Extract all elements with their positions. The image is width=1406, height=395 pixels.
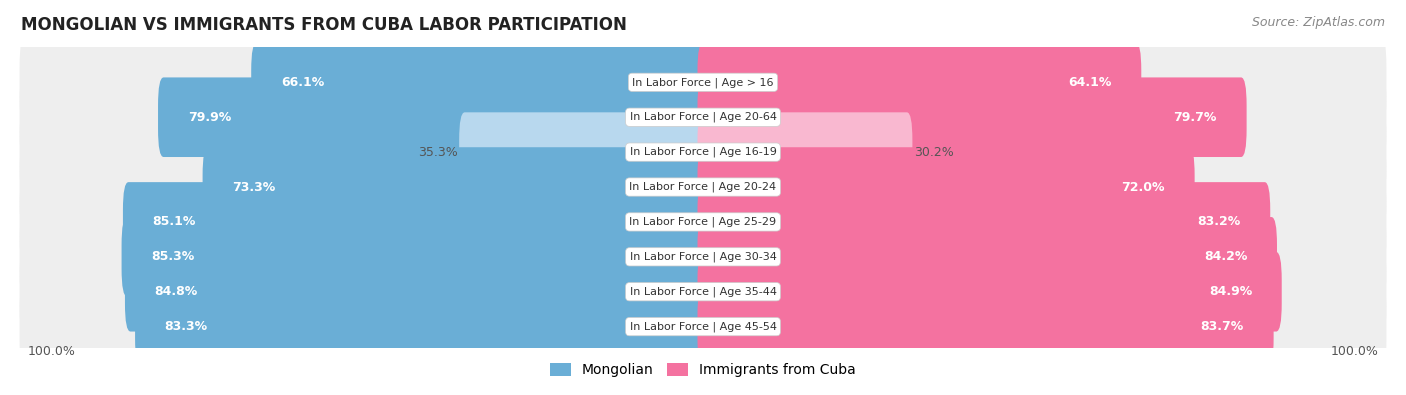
Text: 100.0%: 100.0% (1330, 345, 1378, 358)
Text: 64.1%: 64.1% (1069, 76, 1112, 89)
FancyBboxPatch shape (157, 77, 709, 157)
Text: 72.0%: 72.0% (1122, 181, 1166, 194)
Text: 35.3%: 35.3% (418, 146, 458, 159)
FancyBboxPatch shape (20, 236, 1386, 348)
FancyBboxPatch shape (252, 43, 709, 122)
FancyBboxPatch shape (20, 131, 1386, 243)
Text: In Labor Force | Age 16-19: In Labor Force | Age 16-19 (630, 147, 776, 157)
Text: In Labor Force | Age 25-29: In Labor Force | Age 25-29 (630, 217, 776, 227)
FancyBboxPatch shape (20, 201, 1386, 313)
Text: 79.7%: 79.7% (1174, 111, 1218, 124)
FancyBboxPatch shape (697, 217, 1277, 297)
Legend: Mongolian, Immigrants from Cuba: Mongolian, Immigrants from Cuba (544, 357, 862, 383)
FancyBboxPatch shape (697, 43, 1142, 122)
Text: 83.3%: 83.3% (165, 320, 208, 333)
FancyBboxPatch shape (697, 182, 1270, 262)
Text: 84.2%: 84.2% (1204, 250, 1247, 263)
FancyBboxPatch shape (135, 287, 709, 367)
Text: In Labor Force | Age 35-44: In Labor Force | Age 35-44 (630, 286, 776, 297)
Text: 83.7%: 83.7% (1201, 320, 1244, 333)
FancyBboxPatch shape (121, 217, 709, 297)
FancyBboxPatch shape (202, 147, 709, 227)
Text: In Labor Force | Age 20-24: In Labor Force | Age 20-24 (630, 182, 776, 192)
FancyBboxPatch shape (697, 252, 1282, 331)
FancyBboxPatch shape (20, 61, 1386, 173)
Text: 73.3%: 73.3% (232, 181, 276, 194)
FancyBboxPatch shape (20, 26, 1386, 138)
FancyBboxPatch shape (460, 112, 709, 192)
Text: 100.0%: 100.0% (28, 345, 76, 358)
Text: 83.2%: 83.2% (1198, 215, 1240, 228)
FancyBboxPatch shape (697, 112, 912, 192)
FancyBboxPatch shape (20, 271, 1386, 382)
Text: MONGOLIAN VS IMMIGRANTS FROM CUBA LABOR PARTICIPATION: MONGOLIAN VS IMMIGRANTS FROM CUBA LABOR … (21, 16, 627, 34)
FancyBboxPatch shape (20, 96, 1386, 208)
Text: In Labor Force | Age 45-54: In Labor Force | Age 45-54 (630, 322, 776, 332)
Text: 79.9%: 79.9% (187, 111, 231, 124)
Text: In Labor Force | Age 20-64: In Labor Force | Age 20-64 (630, 112, 776, 122)
FancyBboxPatch shape (125, 252, 709, 331)
Text: Source: ZipAtlas.com: Source: ZipAtlas.com (1251, 16, 1385, 29)
Text: 85.1%: 85.1% (152, 215, 195, 228)
Text: 66.1%: 66.1% (281, 76, 323, 89)
FancyBboxPatch shape (697, 77, 1247, 157)
Text: In Labor Force | Age > 16: In Labor Force | Age > 16 (633, 77, 773, 88)
FancyBboxPatch shape (697, 147, 1195, 227)
Text: 85.3%: 85.3% (152, 250, 194, 263)
FancyBboxPatch shape (20, 166, 1386, 278)
Text: 30.2%: 30.2% (914, 146, 953, 159)
Text: In Labor Force | Age 30-34: In Labor Force | Age 30-34 (630, 252, 776, 262)
Text: 84.8%: 84.8% (155, 285, 198, 298)
FancyBboxPatch shape (697, 287, 1274, 367)
Text: 84.9%: 84.9% (1209, 285, 1253, 298)
FancyBboxPatch shape (122, 182, 709, 262)
